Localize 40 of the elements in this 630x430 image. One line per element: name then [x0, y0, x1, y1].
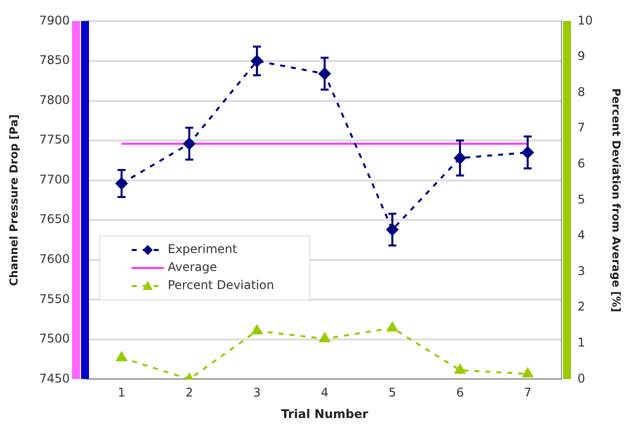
point	[386, 322, 398, 332]
y-tick-label: 7850	[39, 53, 70, 68]
x-tick-label: 1	[118, 386, 126, 400]
y2-tick-label: 2	[578, 300, 586, 314]
y-tick-label: 7650	[39, 212, 70, 226]
y2-tick-label: 3	[578, 264, 586, 278]
y-tick-label: 7600	[39, 252, 70, 266]
x-axis-title: Trial Number	[281, 406, 368, 421]
y-axis-title: Channel Pressure Drop [Pa]	[7, 114, 20, 286]
point	[116, 352, 127, 362]
legend-label: Percent Deviation	[168, 278, 274, 292]
y2-tick-label: 6	[578, 156, 586, 171]
x-tick-label: 3	[253, 386, 261, 400]
y-tick-label: 7900	[39, 13, 70, 28]
y2-axis-title: Percent Deviation from Average [%]	[610, 88, 623, 312]
y2-tick-label: 9	[578, 49, 586, 64]
y-tick-label: 7750	[39, 132, 70, 147]
y-tick-label: 7800	[39, 92, 70, 107]
point	[252, 324, 262, 334]
y2-tick-label: 7	[578, 120, 586, 135]
point	[454, 364, 466, 374]
y2-tick-label: 10	[578, 13, 593, 28]
x-tick-label: 2	[185, 386, 194, 400]
y-tick-label: 7450	[39, 371, 70, 386]
y2-tick-label: 4	[578, 228, 586, 242]
x-tick-label: 7	[524, 386, 532, 400]
y2-tick-label: 5	[578, 192, 586, 206]
y-tick-label: 7500	[39, 332, 70, 346]
x-tick-label: 4	[320, 386, 328, 400]
point	[319, 332, 330, 342]
y2-tick-label: 0	[578, 371, 586, 386]
y-tick-label: 7550	[39, 292, 70, 306]
x-tick-label: 6	[456, 386, 464, 400]
y-tick-label: 7700	[39, 172, 70, 186]
y2-tick-label: 8	[578, 84, 586, 99]
x-tick-label: 5	[388, 386, 396, 400]
legend-label: Average	[168, 260, 218, 274]
point	[522, 368, 534, 378]
legend-label: Experiment	[168, 242, 238, 256]
y2-tick-label: 1	[578, 336, 586, 350]
